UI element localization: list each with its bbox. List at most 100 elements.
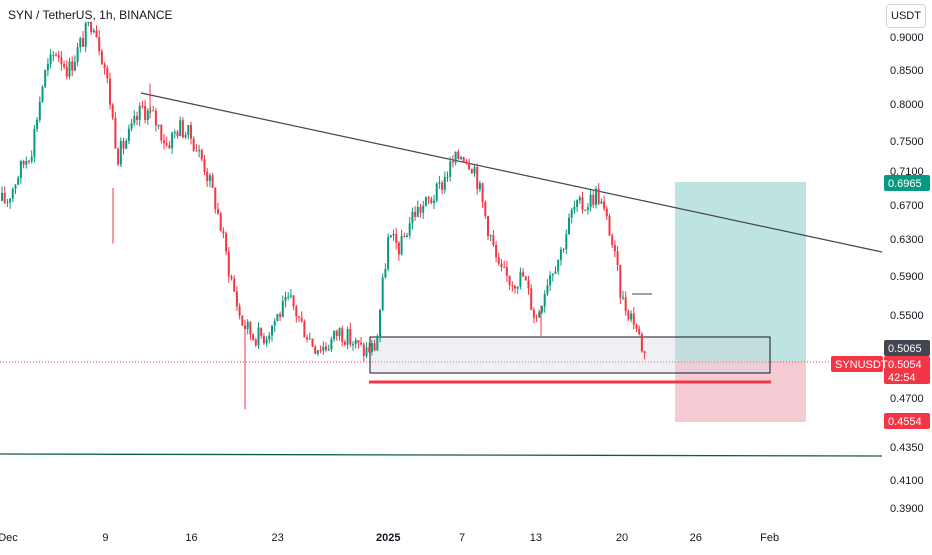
time-tick-label: 7	[459, 532, 465, 544]
time-axis-labels: Dec 9 16 23 2025 7 13 20 26 Feb	[0, 532, 779, 544]
price-axis[interactable]	[882, 0, 932, 550]
candle-body	[222, 231, 225, 234]
candle-body	[603, 201, 606, 209]
candle-body	[381, 277, 384, 310]
price-tick-label: 0.3900	[890, 503, 924, 515]
candle-body	[362, 344, 365, 356]
candle-body	[295, 306, 298, 317]
time-tick-label: 26	[690, 532, 702, 544]
candle-body	[1, 192, 3, 201]
candle-body	[557, 259, 560, 272]
candle-body	[60, 57, 63, 65]
candle-body	[473, 166, 476, 174]
currency-button[interactable]: USDT	[886, 4, 926, 28]
candle-body	[144, 106, 147, 120]
candle-body	[595, 188, 597, 205]
candle-body	[481, 183, 484, 202]
candle-body	[46, 63, 49, 71]
candle-body	[349, 329, 352, 345]
candle-body	[600, 201, 603, 204]
candle-body	[168, 145, 171, 149]
time-tick-label: 16	[185, 532, 197, 544]
target-price-tag	[884, 175, 930, 191]
candle-body	[76, 47, 79, 63]
candle-body	[451, 161, 454, 163]
candle-body	[503, 267, 506, 269]
time-tick-label: 20	[616, 532, 628, 544]
candle-body	[397, 242, 400, 255]
candle-body	[640, 334, 643, 352]
candle-body	[462, 157, 465, 162]
candle-body	[338, 328, 341, 336]
candle-body	[565, 234, 568, 249]
candle-body	[289, 295, 292, 297]
descending-trendline[interactable]	[140, 92, 883, 253]
candle-body	[330, 339, 333, 350]
candle-body	[514, 285, 516, 289]
candle-body	[187, 125, 190, 135]
candle-body	[446, 176, 449, 178]
candle-body	[71, 61, 74, 71]
candle-body	[300, 317, 303, 322]
candle-body	[306, 337, 309, 340]
price-axis-labels: 0.90000.85000.80000.75000.71000.67000.63…	[890, 32, 924, 515]
candle-body	[9, 198, 12, 203]
candle-body	[217, 209, 219, 214]
candle-body	[79, 38, 82, 48]
candle-body	[441, 182, 444, 190]
last-price-tag	[884, 356, 930, 384]
candle-body	[500, 263, 503, 268]
candle-body	[322, 346, 325, 351]
candle-body	[611, 235, 614, 246]
candle-body	[3, 192, 6, 203]
candle-body	[208, 175, 211, 181]
candle-body	[554, 271, 557, 274]
price-tick-label: 0.9000	[890, 32, 924, 44]
candle-body	[184, 134, 187, 138]
time-axis[interactable]	[0, 528, 882, 550]
candle-body	[176, 131, 179, 137]
candle-body	[403, 236, 406, 238]
candle-body	[568, 217, 570, 235]
candle-body	[408, 223, 411, 236]
candle-body	[138, 105, 141, 120]
candle-body	[449, 161, 452, 177]
candle-body	[538, 311, 541, 318]
candle-body	[484, 201, 487, 217]
candle-body	[36, 119, 39, 129]
candle-body	[384, 269, 387, 278]
candle-body	[535, 317, 538, 319]
last-price-value: 42:54	[888, 372, 916, 384]
support-zone-rectangle[interactable]	[369, 336, 771, 374]
candle-body	[638, 328, 641, 335]
candle-body	[271, 325, 273, 336]
candle-body	[273, 321, 276, 326]
price-tick-label: 0.8500	[890, 65, 924, 77]
time-tick-label: 13	[530, 532, 542, 544]
candle-body	[597, 188, 600, 204]
candle-body	[316, 350, 319, 354]
position-profit-zone[interactable]	[675, 182, 806, 362]
candle-body	[613, 245, 616, 252]
candle-body	[52, 54, 55, 56]
candle-body	[106, 67, 109, 79]
candle-body	[28, 161, 30, 163]
candle-body	[292, 295, 295, 307]
candle-body	[146, 110, 149, 120]
candle-body	[25, 161, 28, 165]
candle-body	[38, 101, 41, 120]
candlestick-series[interactable]	[1, 19, 646, 410]
symbol-title: SYN / TetherUS, 1h, BINANCE	[6, 8, 175, 22]
symbol-price-label	[831, 356, 883, 372]
candle-body	[551, 273, 554, 276]
horizontal-line[interactable]	[0, 453, 883, 457]
position-loss-zone[interactable]	[675, 362, 806, 422]
candle-body	[627, 311, 630, 320]
candle-body	[530, 288, 533, 310]
candle-body	[532, 309, 535, 318]
symbol-price-label-text: SYNUSDT	[835, 359, 888, 371]
candle-body	[524, 276, 527, 281]
candle-body	[298, 316, 300, 318]
